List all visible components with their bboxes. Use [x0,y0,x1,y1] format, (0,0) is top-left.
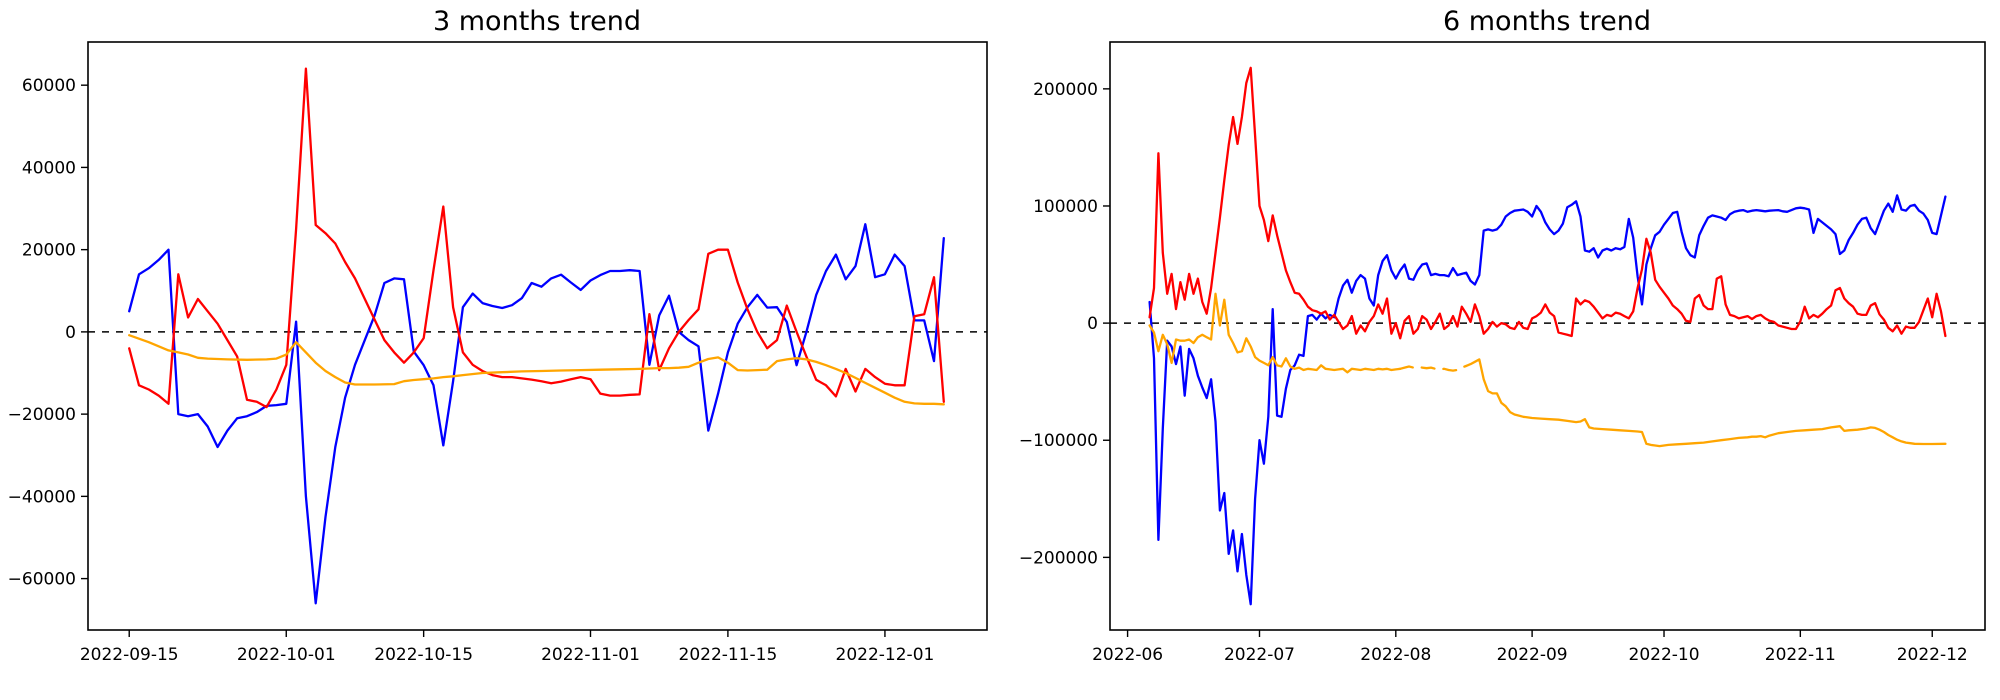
chart-title-3-months: 3 months trend [433,6,641,37]
y-axis-tick-label: −40000 [8,487,76,507]
plot-area-3-months: 60000 40000 20000 0 −20000 −40000 −60000 2022-0… [8,41,988,665]
x-axis-tick-label: 2022-09 [1497,645,1568,665]
red-series-line [128,67,945,409]
orange-series-line [1148,292,1402,374]
x-axis-tick-label: 2022-09-15 [80,645,179,665]
x-axis-tick-label: 2022-08 [1360,645,1431,665]
plot-area-6-months: 200000 100000 0 −100000 −200000 2022-06 2022-0… [1019,41,1986,665]
x-axis-tick-label: 2022-10-01 [237,645,336,665]
y-axis-tick-label: 20000 [22,241,76,261]
x-axis-tick-label: 2022-06 [1092,645,1163,665]
y-axis-tick-label: −200000 [1019,548,1098,568]
y-axis-tick-label: 0 [65,323,76,343]
y-axis-tick-label: 0 [1087,314,1098,334]
y-axis-tick-label: 60000 [22,76,76,96]
x-axis-tick-label: 2022-12 [1897,645,1968,665]
chart-title-6-months: 6 months trend [1443,6,1651,37]
x-axis-tick-label: 2022-11 [1765,645,1836,665]
blue-series-line [128,223,945,605]
y-axis-tick-label: −60000 [8,570,76,590]
red-series-line [1148,66,1947,340]
x-axis-tick-label: 2022-07 [1224,645,1295,665]
plot-border [1109,41,1986,631]
y-axis-tick-label: 40000 [22,158,76,178]
x-axis-tick-label: 2022-11-01 [541,645,640,665]
y-axis-tick-label: −100000 [1019,431,1098,451]
x-axis-tick-label: 2022-12-01 [836,645,935,665]
blue-series-line [1148,194,1947,606]
x-axis-tick-label: 2022-11-15 [679,645,778,665]
x-axis-tick-label: 2022-10-15 [374,645,473,665]
y-axis-tick-label: 100000 [1033,197,1098,217]
plot-border [87,41,988,631]
x-axis-tick-label: 2022-10 [1629,645,1700,665]
y-axis-tick-label: −20000 [8,405,76,425]
orange-series-line [128,334,945,406]
orange-series-dashed-segment [1399,364,1468,372]
y-axis-tick-label: 200000 [1033,80,1098,100]
orange-series-line [1465,358,1947,448]
